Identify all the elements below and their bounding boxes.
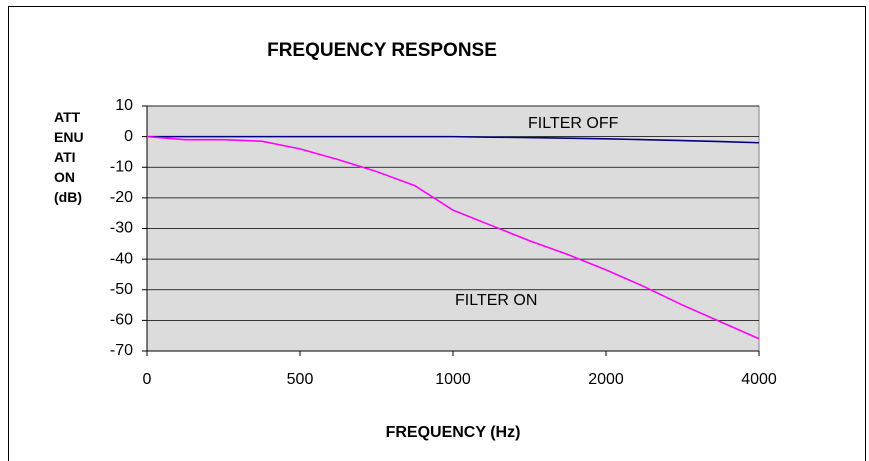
- chart-title: FREQUENCY RESPONSE: [267, 40, 497, 61]
- y-tick-label: 10: [115, 97, 133, 114]
- y-tick-label: -60: [110, 312, 133, 329]
- x-tick-label: 500: [287, 371, 314, 388]
- x-tick-label: 0: [143, 371, 152, 388]
- y-tick-label: -70: [110, 342, 133, 359]
- y-tick-label: -20: [110, 189, 133, 206]
- x-tick-label: 1000: [435, 371, 471, 388]
- y-tick-label: -50: [110, 281, 133, 298]
- line-series: [146, 135, 760, 340]
- annotation: FILTER ON: [455, 292, 537, 309]
- line-series: [147, 135, 760, 144]
- y-tick-label: -30: [110, 220, 133, 237]
- y-tick-label: 0: [124, 128, 133, 145]
- y-tick-label: -10: [110, 158, 133, 175]
- x-axis-label: FREQUENCY (Hz): [386, 424, 521, 441]
- y-tick-label: -40: [110, 250, 133, 267]
- annotation: FILTER OFF: [528, 115, 619, 132]
- x-tick-label: 4000: [741, 371, 777, 388]
- y-axis-label: ATTENUATION (dB): [54, 109, 84, 205]
- x-tick-label: 2000: [588, 371, 624, 388]
